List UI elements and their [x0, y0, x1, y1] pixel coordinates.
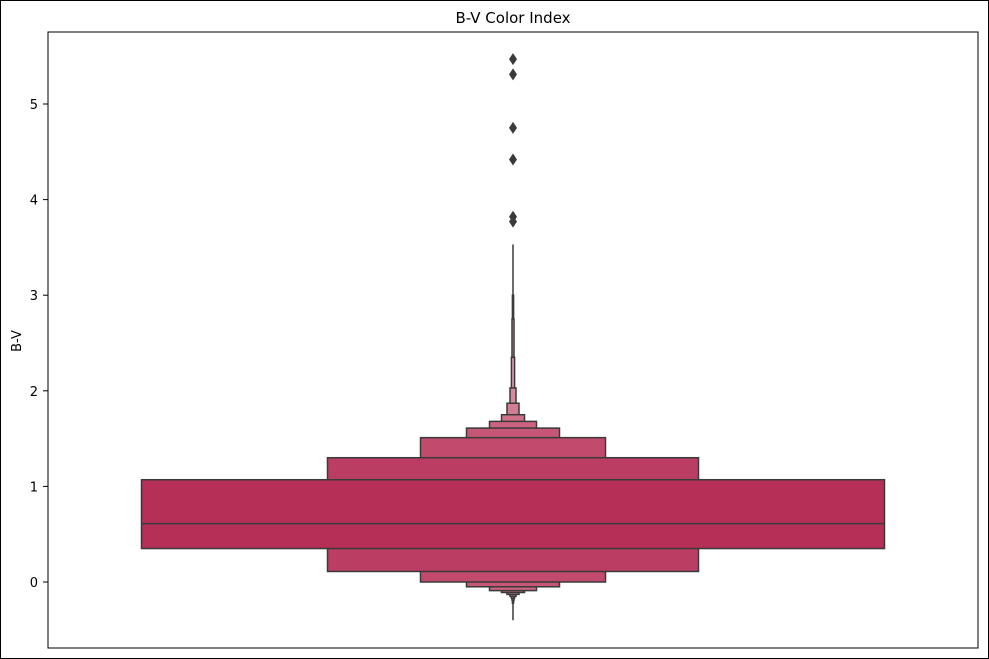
plot-area	[47, 31, 979, 649]
outlier-point	[509, 68, 517, 81]
y-tick-label: 4	[30, 194, 38, 209]
y-tick-label: 1	[30, 480, 38, 495]
outlier-point	[509, 153, 517, 166]
y-tick-label: 3	[30, 289, 38, 304]
y-axis: 0 1 2 3 4 5	[30, 98, 48, 591]
plot-border	[47, 31, 979, 649]
y-tick-label: 2	[30, 385, 38, 400]
y-tick-label: 0	[30, 576, 38, 591]
outlier-point	[509, 210, 517, 223]
y-tick-label: 5	[30, 98, 38, 113]
outlier-point	[509, 53, 517, 66]
y-axis-label: B-V	[10, 330, 25, 352]
outlier-point	[509, 121, 517, 134]
chart-title: B-V Color Index	[455, 9, 570, 27]
boxen-box-level-1	[140, 478, 886, 550]
